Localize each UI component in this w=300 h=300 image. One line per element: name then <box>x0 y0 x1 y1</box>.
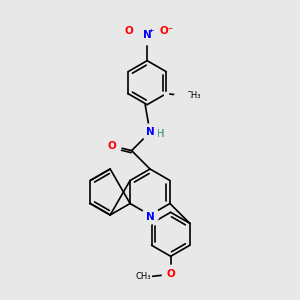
Text: N: N <box>146 127 154 137</box>
Text: +: + <box>148 27 154 36</box>
Text: +: + <box>148 28 154 33</box>
Text: N: N <box>143 30 152 40</box>
Text: O: O <box>107 141 116 151</box>
Text: H: H <box>157 129 165 139</box>
Text: O: O <box>166 269 175 279</box>
Text: N: N <box>146 213 154 223</box>
Text: N: N <box>146 212 154 222</box>
Text: O: O <box>166 269 175 279</box>
Text: O: O <box>125 26 134 36</box>
Text: O: O <box>107 141 116 151</box>
Text: CH₃: CH₃ <box>135 272 151 281</box>
Text: N: N <box>143 30 152 40</box>
Text: CH₃: CH₃ <box>185 91 201 100</box>
Text: O: O <box>125 26 134 36</box>
Text: N: N <box>146 127 154 137</box>
Text: O⁻: O⁻ <box>159 26 173 36</box>
Text: N: N <box>146 213 154 223</box>
Text: H: H <box>157 129 165 139</box>
Text: O⁻: O⁻ <box>159 26 173 36</box>
